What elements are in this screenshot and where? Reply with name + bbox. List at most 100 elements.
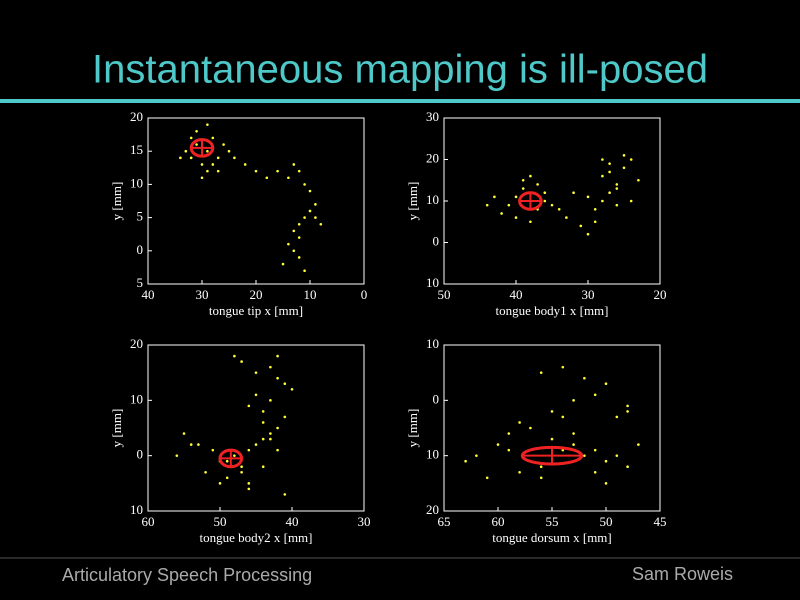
point (211, 163, 215, 166)
point (184, 149, 188, 153)
point (261, 421, 265, 424)
point (518, 421, 521, 424)
point (500, 212, 503, 215)
point (543, 191, 547, 194)
point (292, 229, 296, 233)
plot-frame (443, 344, 661, 512)
point (539, 465, 543, 469)
point (254, 393, 258, 397)
point (601, 199, 604, 203)
point (206, 169, 209, 173)
x-tick-label: 20 (250, 287, 263, 302)
x-tick-label: 50 (600, 514, 613, 529)
point (269, 399, 272, 402)
y-axis-label: y [mm] (109, 409, 124, 448)
plot-frame (147, 117, 365, 285)
footer-left: Articulatory Speech Processing (62, 565, 312, 585)
point (550, 437, 554, 441)
y-tick-label: 10 (426, 447, 439, 462)
point (233, 454, 236, 457)
point (565, 216, 568, 219)
point (572, 191, 575, 194)
point (261, 437, 265, 441)
point (247, 448, 251, 452)
point (197, 443, 200, 446)
point (593, 220, 597, 224)
point (615, 187, 619, 190)
point (276, 448, 279, 452)
point (233, 156, 236, 160)
point (319, 222, 323, 226)
point (308, 189, 312, 193)
point (626, 465, 629, 469)
point (276, 169, 279, 173)
x-tick-label: 45 (654, 514, 667, 529)
point (227, 149, 231, 153)
point (550, 203, 554, 207)
point (303, 183, 306, 186)
point (283, 493, 287, 496)
point (240, 360, 243, 363)
point (514, 195, 518, 199)
point (269, 365, 272, 369)
y-tick-label: 0 (137, 242, 144, 257)
point (608, 162, 611, 165)
point (629, 158, 633, 161)
y-tick-label: 20 (130, 336, 143, 351)
point (608, 170, 611, 174)
y-tick-label: 20 (426, 150, 439, 165)
point (206, 123, 209, 126)
point (200, 163, 204, 166)
point (254, 169, 258, 173)
point (572, 443, 575, 446)
y-tick-label: 0 (433, 233, 440, 248)
x-tick-label: 20 (654, 287, 667, 302)
point (206, 149, 209, 153)
x-tick-label: 30 (582, 287, 595, 302)
y-tick-label: 0 (433, 391, 440, 406)
point (287, 242, 290, 246)
point (629, 199, 633, 203)
x-tick-label: 10 (304, 287, 317, 302)
y-tick-label: 30 (426, 109, 439, 124)
point (297, 236, 301, 239)
point (626, 404, 629, 408)
y-tick-label: 15 (130, 142, 143, 157)
point (211, 448, 215, 452)
point (521, 187, 525, 190)
x-tick-label: 55 (546, 514, 559, 529)
point (175, 454, 179, 457)
point (189, 136, 193, 140)
footer-right: Sam Roweis (632, 564, 733, 584)
point (269, 432, 272, 435)
y-tick-label: 10 (130, 502, 143, 517)
point (615, 203, 619, 207)
point (225, 459, 229, 463)
point (179, 156, 182, 160)
point (303, 269, 306, 273)
point (292, 163, 296, 166)
x-tick-label: 30 (358, 514, 371, 529)
point (622, 154, 626, 157)
point (218, 482, 222, 485)
point (536, 183, 539, 186)
point (240, 465, 243, 469)
point (276, 426, 279, 430)
point (485, 203, 489, 207)
point (314, 203, 317, 206)
point (287, 176, 290, 180)
y-axis-label: y [mm] (405, 409, 420, 448)
x-tick-label: 65 (438, 514, 451, 529)
point (579, 224, 583, 228)
point (583, 376, 586, 380)
point (601, 158, 604, 161)
point (493, 195, 496, 199)
point (608, 191, 611, 194)
point (615, 454, 619, 457)
point (254, 443, 258, 446)
point (507, 448, 511, 452)
x-axis-label: tongue dorsum x [mm] (492, 530, 612, 545)
point (297, 256, 301, 259)
